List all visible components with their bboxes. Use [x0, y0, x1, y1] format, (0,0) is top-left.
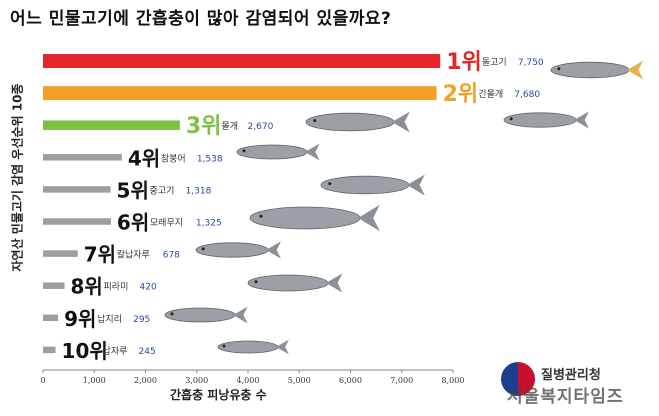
fish-eye	[242, 149, 246, 153]
bar-rank-label: 4위	[128, 146, 160, 170]
fish-body	[164, 307, 236, 323]
chart-title: 어느 민물고기에 간흡충이 많아 감염되어 있을까요?	[10, 9, 392, 29]
x-tick-label: 3,000	[185, 376, 208, 385]
agency-name: 질병관리청	[541, 368, 601, 383]
x-tick-label: 5,000	[288, 376, 311, 385]
fish-eye	[509, 117, 513, 121]
fish-body	[249, 206, 361, 230]
fish-icon	[249, 204, 380, 232]
fish-eye	[328, 182, 332, 186]
bar-category-label: 참붕어	[161, 153, 186, 164]
bar-rank-label: 1위	[446, 50, 482, 75]
x-tick-label: 7,000	[390, 376, 413, 385]
fish-tail	[392, 111, 410, 133]
fish-body	[305, 112, 395, 132]
watermark: 서울복지타임즈	[507, 387, 624, 407]
x-tick-label: 2,000	[134, 376, 157, 385]
fish-icon	[305, 111, 410, 133]
bar-category-label: 긴몰개	[478, 89, 503, 100]
bar	[43, 218, 111, 225]
bar-value-label: 295	[133, 315, 150, 325]
fish-body	[217, 340, 279, 354]
fish-icon	[247, 273, 343, 293]
bar-rank-label: 5위	[117, 178, 149, 202]
bar	[43, 314, 59, 322]
bar	[43, 346, 56, 354]
bar-rank-label: 8위	[71, 275, 103, 299]
fish-tail	[574, 111, 589, 129]
bar-rank-label: 3위	[186, 114, 222, 139]
bar-value-label: 420	[140, 283, 157, 293]
fish-tail	[276, 339, 289, 355]
bar	[43, 282, 65, 289]
bar-category-label: 납자루	[103, 346, 128, 357]
fish-body	[236, 144, 308, 160]
bar	[43, 120, 180, 130]
fish-body	[320, 175, 410, 195]
x-axis-label: 간흡충 피낭유충 수	[170, 388, 267, 402]
fish-eye	[170, 312, 174, 316]
fish-eye	[259, 214, 263, 218]
fish-tail	[305, 143, 320, 161]
bar-category-label: 돌고기	[482, 57, 507, 68]
bar-category-label: 중고기	[150, 185, 175, 196]
bar	[43, 154, 122, 161]
fish-icon	[164, 306, 248, 324]
x-tick-label: 0	[40, 376, 45, 385]
bar-rank-label: 9위	[64, 307, 96, 331]
x-axis: 0 1,000 2,000 3,000 4,000 5,000 6,000 7,000 8,00…	[40, 369, 465, 385]
fish-icon	[503, 111, 589, 129]
bar-value-label: 245	[139, 347, 156, 357]
bar-value-label: 7,680	[514, 90, 540, 100]
bar-value-label: 1,325	[196, 219, 222, 229]
bar	[43, 186, 111, 193]
bar-category-label: 납지리	[97, 314, 122, 325]
fish-tail	[326, 273, 343, 293]
bar-value-label: 7,750	[518, 58, 544, 68]
bar-rank-label: 6위	[117, 211, 149, 235]
fish-icon	[217, 339, 289, 355]
fish-tail	[266, 241, 281, 259]
bar-category-label: 모래무지	[150, 218, 183, 229]
fish-icon	[236, 143, 320, 161]
bar-rank-label: 7위	[84, 243, 116, 267]
agency-logo: 질병관리청 서울복지타임즈	[495, 360, 655, 412]
fish-eye	[222, 344, 226, 348]
bar-rank-label: 10위	[62, 339, 108, 363]
x-tick-label: 1,000	[83, 376, 106, 385]
fish-body	[195, 242, 269, 258]
fish-body	[247, 274, 329, 292]
fish-icon	[550, 60, 644, 80]
bar-category-label: 피라미	[104, 282, 129, 293]
fish-tail	[627, 60, 644, 80]
fish-eye	[557, 67, 561, 71]
fish-icon	[320, 174, 425, 196]
bar-value-label: 678	[163, 251, 180, 261]
x-tick-label: 8,000	[442, 376, 465, 385]
fish-body	[503, 112, 577, 128]
bar	[43, 86, 437, 101]
bar-value-label: 1,318	[186, 186, 212, 196]
x-tick-label: 4,000	[237, 376, 260, 385]
bar-rank-label: 2위	[443, 82, 479, 107]
bar	[43, 54, 441, 68]
fish-illustrations	[164, 60, 644, 355]
bars: 1위 돌고기 7,750 2위 긴몰개 7,680 3위 몰개 2,670 4위 참붕어 1,538 5…	[43, 50, 544, 363]
fish-eye	[313, 119, 317, 123]
fish-eye	[254, 280, 258, 284]
fish-body	[550, 61, 630, 79]
bar-category-label: 몰개	[222, 121, 239, 132]
fish-tail	[407, 174, 425, 196]
bar-value-label: 1,538	[197, 154, 223, 164]
fish-icon	[195, 241, 281, 259]
bar-category-label: 칼납자루	[117, 250, 150, 261]
fish-tail	[233, 306, 248, 324]
bar	[43, 250, 78, 257]
fish-tail	[358, 204, 380, 232]
x-tick-label: 6,000	[339, 376, 362, 385]
bar-value-label: 2,670	[248, 122, 274, 132]
fish-eye	[201, 247, 205, 251]
agency-emblem-icon	[501, 362, 535, 396]
